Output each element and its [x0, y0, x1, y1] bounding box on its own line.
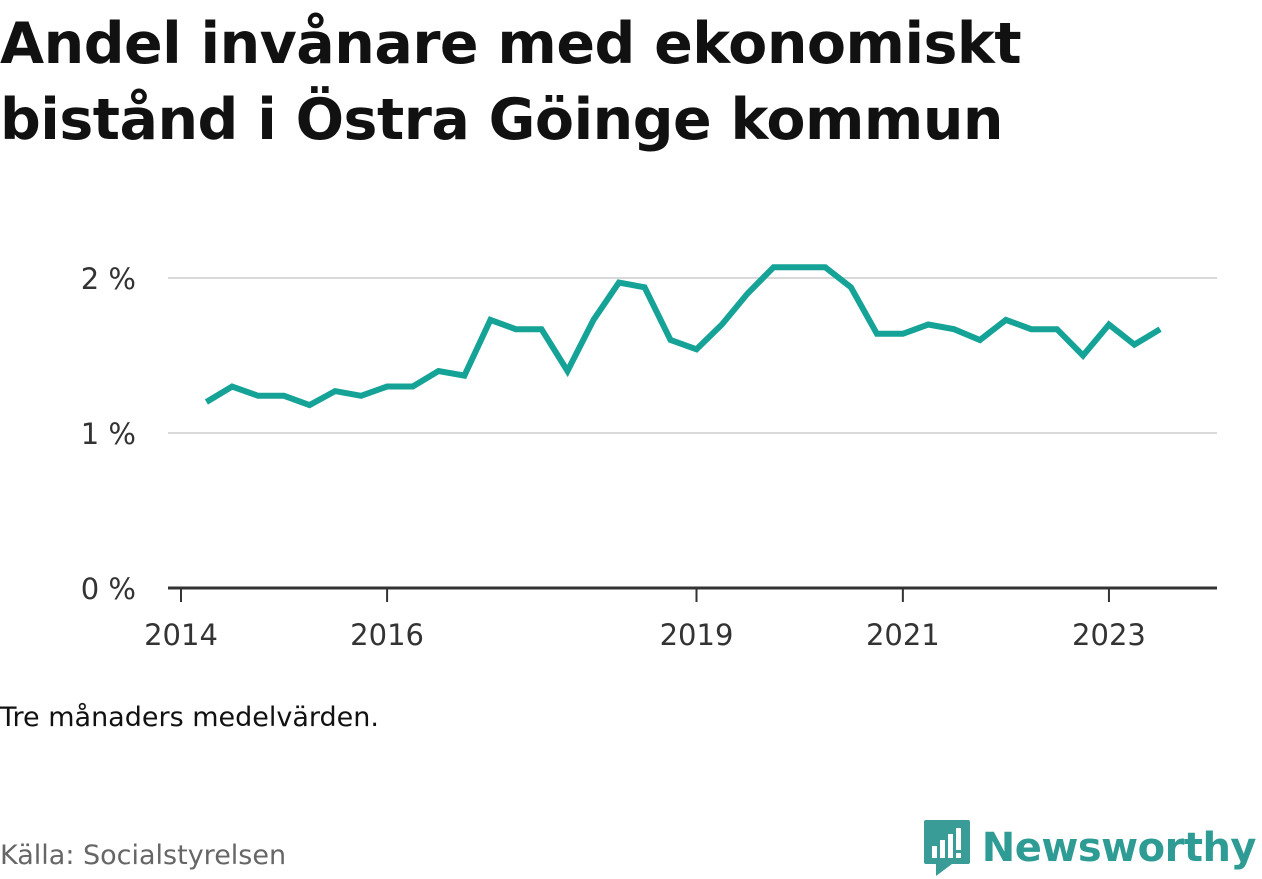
chart-source: Källa: Socialstyrelsen	[0, 840, 287, 871]
x-tick-label-1: 2016	[350, 618, 424, 652]
chart-note: Tre månaders medelvärden.	[0, 702, 379, 733]
y-tick-label-2: 2 %	[81, 262, 136, 296]
line-chart: 0 % 1 % 2 % 2014 2016 2019 2021 2023	[81, 262, 1217, 652]
x-tick-label-2: 2019	[660, 618, 734, 652]
y-tick-label-1: 1 %	[81, 417, 136, 451]
chart-title: Andel invånare med ekonomiskt bistånd i …	[0, 11, 1022, 153]
x-axis: 2014 2016 2019 2021 2023	[144, 586, 1217, 652]
gridlines	[168, 277, 1217, 434]
x-tick-label-4: 2023	[1072, 618, 1146, 652]
y-axis-ticks: 0 % 1 % 2 %	[81, 262, 136, 606]
brand-logo: Newsworthy	[922, 818, 1257, 878]
x-tick-label-3: 2021	[866, 618, 940, 652]
y-tick-label-0: 0 %	[81, 572, 136, 606]
series-line-0	[204, 264, 1162, 409]
brand-name: Newsworthy	[981, 825, 1257, 871]
newsworthy-logo-icon	[923, 820, 970, 876]
series-group	[204, 264, 1162, 409]
x-tick-label-0: 2014	[144, 618, 218, 652]
